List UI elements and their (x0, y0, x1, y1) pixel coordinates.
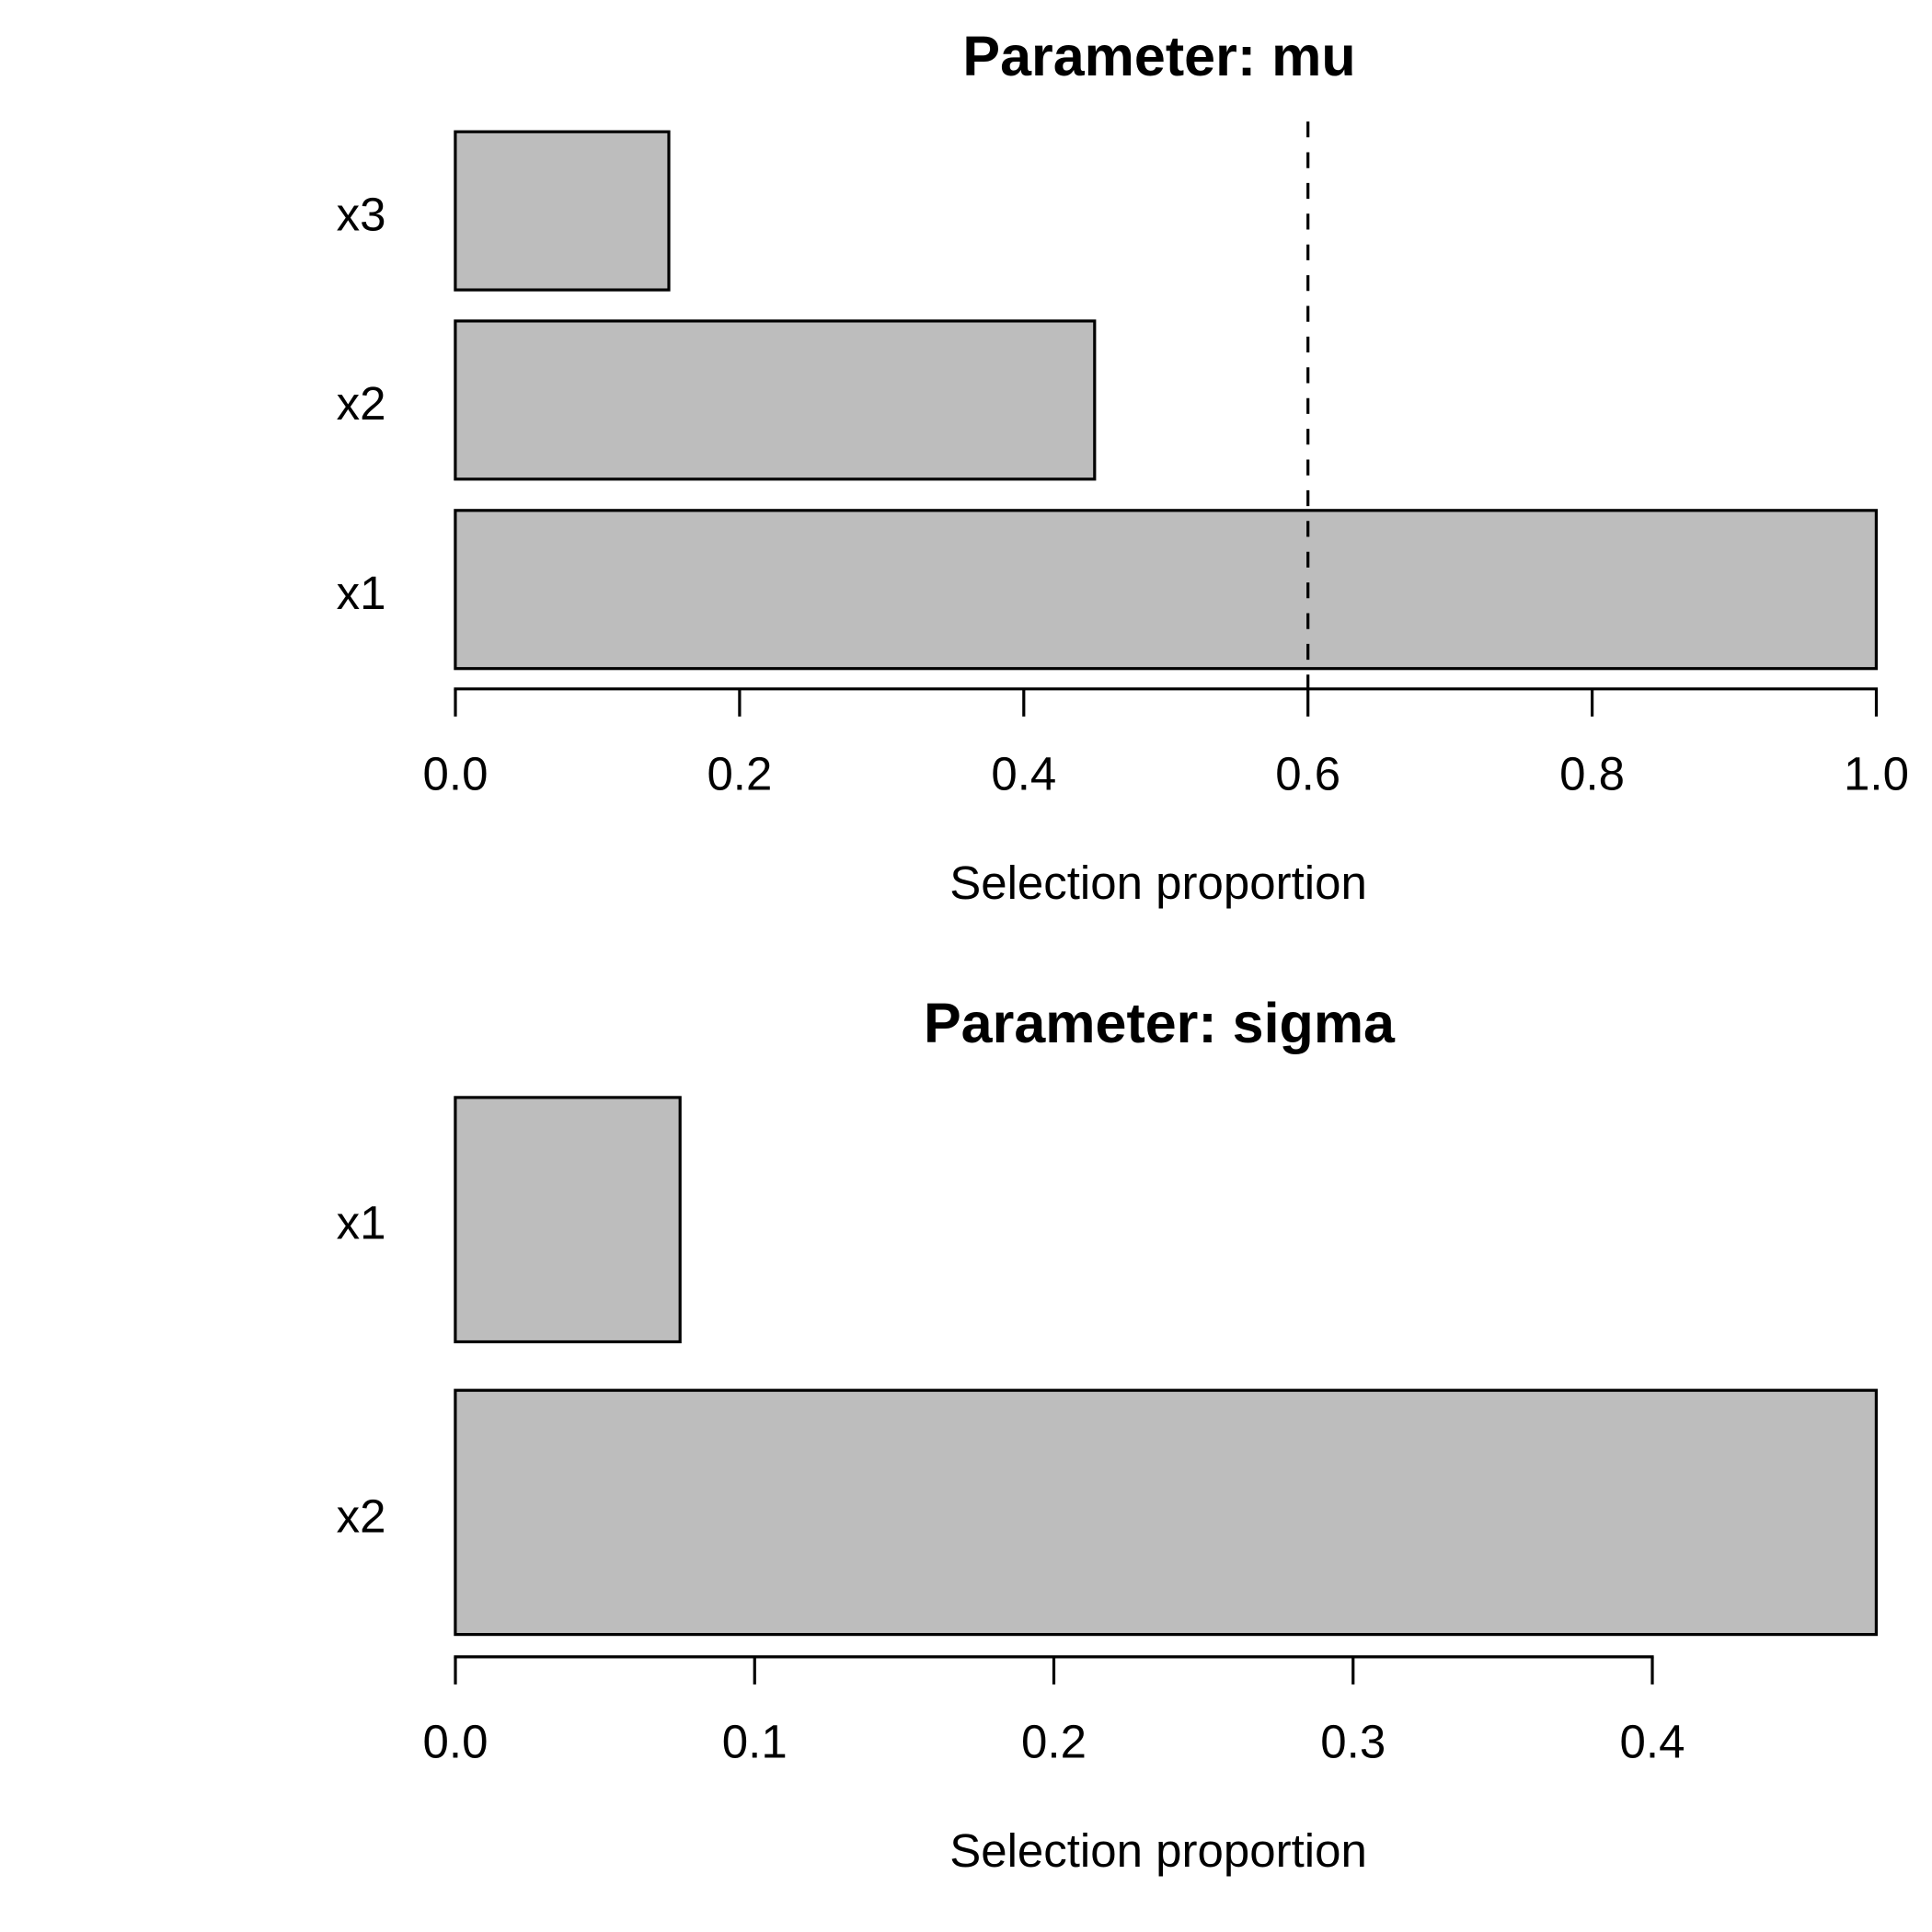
svg-text:0.0: 0.0 (423, 1715, 489, 1767)
svg-text:x1: x1 (337, 567, 386, 619)
svg-text:0.0: 0.0 (423, 748, 489, 800)
svg-text:0.4: 0.4 (1620, 1715, 1685, 1767)
svg-text:Selection proportion: Selection proportion (949, 857, 1367, 909)
svg-text:x1: x1 (337, 1197, 386, 1249)
svg-text:x3: x3 (337, 188, 386, 240)
svg-text:0.2: 0.2 (1021, 1715, 1087, 1767)
svg-text:Parameter: sigma: Parameter: sigma (924, 992, 1396, 1054)
svg-text:1.0: 1.0 (1844, 748, 1909, 800)
svg-text:Parameter: mu: Parameter: mu (962, 25, 1355, 87)
svg-text:0.8: 0.8 (1559, 748, 1625, 800)
svg-text:Selection proportion: Selection proportion (949, 1824, 1367, 1877)
svg-text:x2: x2 (337, 1489, 386, 1542)
svg-text:0.3: 0.3 (1320, 1715, 1386, 1767)
svg-text:0.1: 0.1 (722, 1715, 788, 1767)
svg-text:0.6: 0.6 (1275, 748, 1340, 800)
svg-text:0.2: 0.2 (707, 748, 772, 800)
svg-text:x2: x2 (337, 377, 386, 430)
svg-text:0.4: 0.4 (991, 748, 1056, 800)
